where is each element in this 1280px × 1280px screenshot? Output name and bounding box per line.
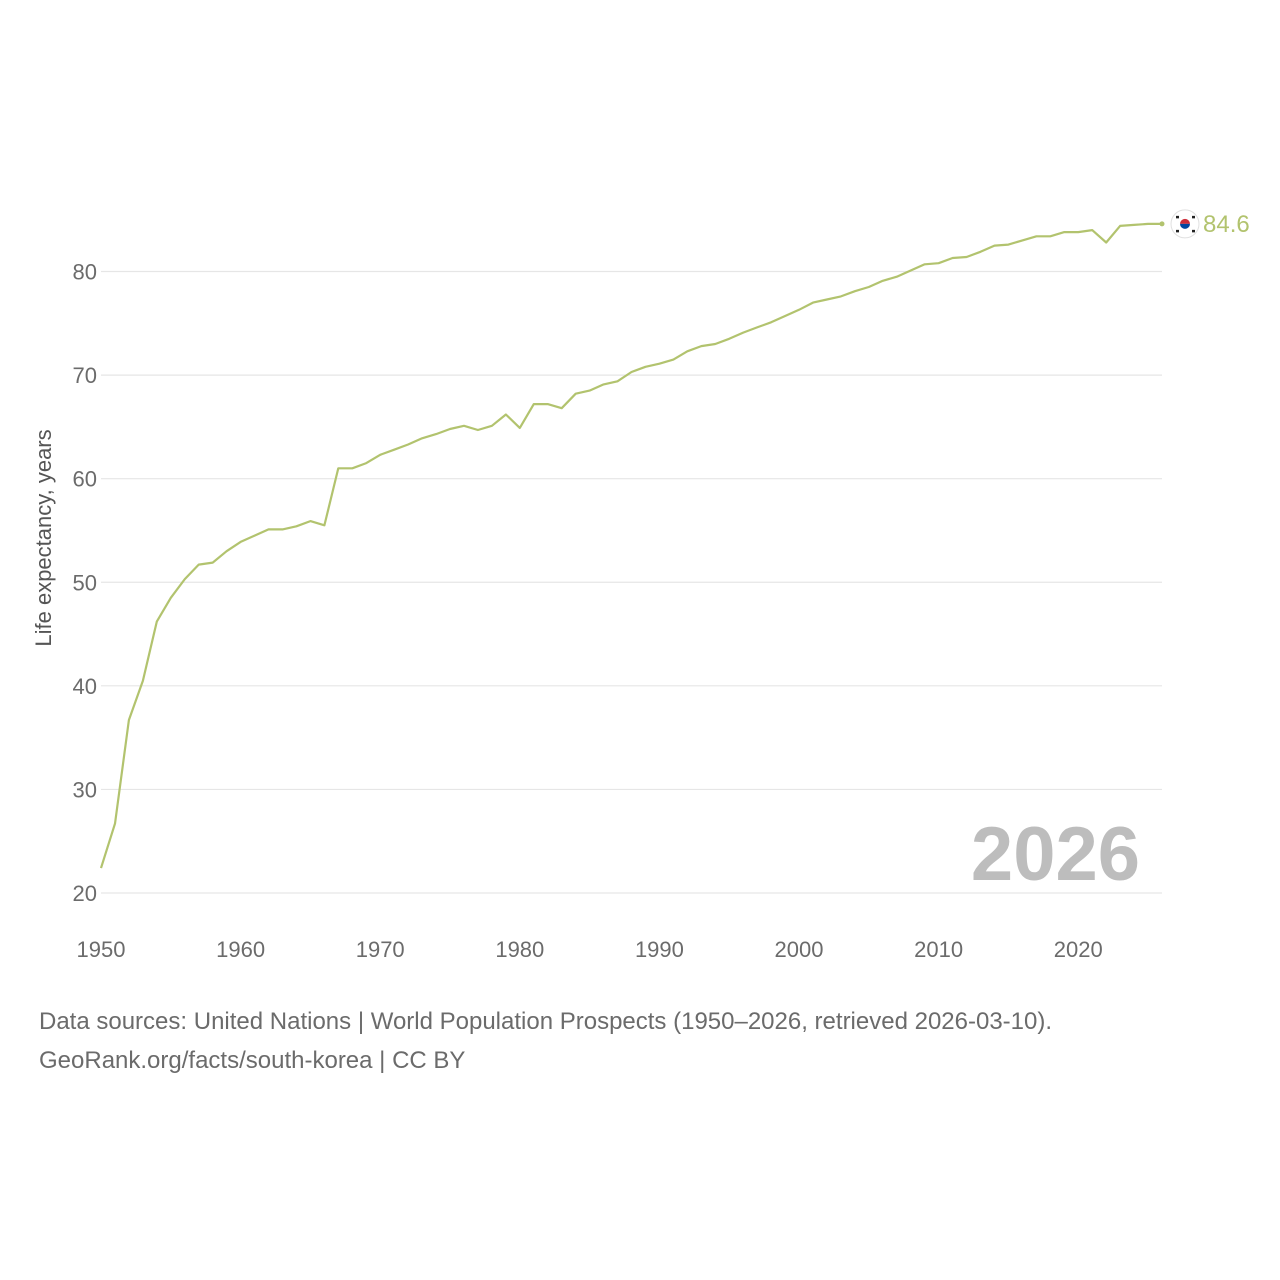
grid-lines: [101, 270, 1162, 894]
x-tick-label-1970: 1970: [356, 937, 405, 962]
y-tick-label-80: 80: [73, 260, 97, 285]
series-layer: 84.6: [99, 209, 1250, 869]
y-tick-label-60: 60: [73, 467, 97, 492]
y-axis-title: Life expectancy, years: [31, 429, 56, 646]
y-tick-label-40: 40: [73, 674, 97, 699]
series-end-point: [1159, 221, 1165, 227]
south-korea-flag-icon: [1170, 209, 1200, 239]
y-tick-label-50: 50: [73, 570, 97, 595]
x-tick-label-2010: 2010: [914, 937, 963, 962]
y-tick-label-30: 30: [73, 777, 97, 802]
series-end-value-label: 84.6: [1203, 211, 1250, 238]
y-axis-ticks: 20 30 40 50 60 70 80: [73, 260, 97, 906]
footer: Data sources: United Nations | World Pop…: [39, 1002, 1052, 1080]
x-tick-label-1960: 1960: [216, 937, 265, 962]
series-line-south-korea: [99, 222, 1162, 869]
year-watermark: 2026: [971, 812, 1140, 897]
x-tick-label-2020: 2020: [1054, 937, 1103, 962]
x-tick-label-1990: 1990: [635, 937, 684, 962]
y-tick-label-70: 70: [73, 363, 97, 388]
x-tick-label-1950: 1950: [77, 937, 126, 962]
data-sources-note: Data sources: United Nations | World Pop…: [39, 1008, 1053, 1035]
y-tick-label-20: 20: [73, 881, 97, 906]
x-tick-label-1980: 1980: [495, 937, 544, 962]
credit-link[interactable]: GeoRank.org/facts/south-korea | CC BY: [39, 1047, 466, 1074]
life-expectancy-chart: 20 30 40 50 60 70 80 1950 1960 1970 1980 1990 2000 2…: [31, 209, 1250, 962]
x-axis-ticks: 1950 1960 1970 1980 1990 2000 2010 2020: [77, 937, 1103, 962]
x-tick-label-2000: 2000: [775, 937, 824, 962]
